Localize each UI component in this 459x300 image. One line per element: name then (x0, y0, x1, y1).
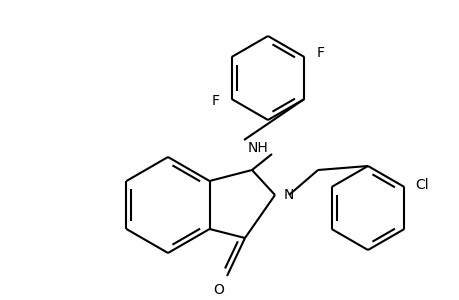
Text: F: F (211, 94, 219, 108)
Text: N: N (283, 188, 294, 202)
Text: NH: NH (247, 141, 268, 155)
Text: O: O (213, 283, 224, 297)
Text: F: F (316, 46, 324, 60)
Text: Cl: Cl (414, 178, 428, 192)
